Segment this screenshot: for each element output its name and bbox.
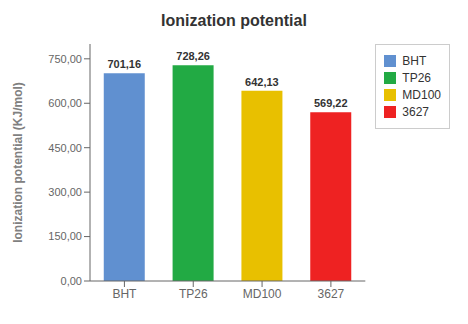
- svg-text:600,00: 600,00: [48, 97, 82, 109]
- svg-text:450,00: 450,00: [48, 142, 82, 154]
- svg-text:642,13: 642,13: [245, 76, 279, 88]
- svg-text:BHT: BHT: [112, 287, 137, 301]
- svg-text:569,22: 569,22: [314, 97, 348, 109]
- html-text:Ionization potential: Ionization potential: [161, 12, 307, 29]
- svg-text:Ionization potential (KJ/mol): Ionization potential (KJ/mol): [11, 82, 25, 243]
- svg-text:0,00: 0,00: [61, 275, 82, 287]
- html-text:TP26: TP26: [402, 71, 431, 85]
- svg-text:728,26: 728,26: [176, 50, 210, 62]
- svg-text:150,00: 150,00: [48, 230, 82, 242]
- svg-text:701,16: 701,16: [107, 58, 141, 70]
- svg-text:TP26: TP26: [179, 287, 208, 301]
- svg-text:MD100: MD100: [243, 287, 282, 301]
- html-text:3627: 3627: [402, 105, 429, 119]
- html-text:MD100: MD100: [402, 88, 441, 102]
- svg-text:3627: 3627: [318, 287, 345, 301]
- svg-text:750,00: 750,00: [48, 53, 82, 65]
- html-text:BHT: BHT: [402, 54, 427, 68]
- svg-text:300,00: 300,00: [48, 186, 82, 198]
